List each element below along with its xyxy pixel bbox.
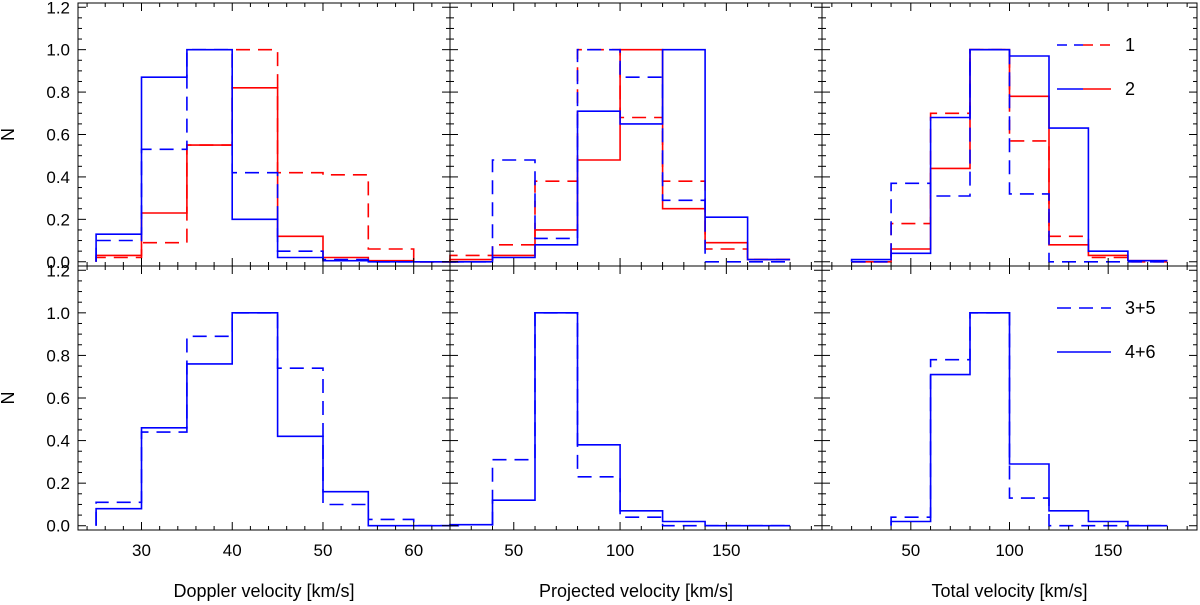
x-axis-title: Doppler velocity [km/s] — [173, 581, 354, 601]
x-tick-label: 150 — [1094, 541, 1122, 560]
panel-6: 50 100 150 Total velocity [km/s] 3+5 4+6 — [821, 265, 1198, 601]
x-tick-label: 50 — [314, 541, 333, 560]
legend-entry: 4+6 — [1057, 342, 1156, 362]
panel-frame — [77, 265, 451, 531]
panel-5: 50 100 150 Projected velocity [km/s] — [449, 265, 823, 601]
y-axis-title: N — [0, 392, 18, 405]
y-tick-label: 0.0 — [46, 517, 70, 536]
y-tick-label: 0.8 — [46, 346, 70, 365]
x-tick-label: 100 — [995, 541, 1023, 560]
x-tick-label: 30 — [132, 541, 151, 560]
x-axis-title: Projected velocity [km/s] — [539, 581, 733, 601]
series-blue-dashed-3plus5 — [491, 312, 791, 527]
legend-label: 2 — [1125, 79, 1135, 99]
y-tick-label: 1.2 — [46, 261, 70, 280]
x-tick-label: 150 — [712, 541, 740, 560]
y-tick-label: 0.0 — [46, 253, 70, 272]
panel-frame — [77, 2, 451, 267]
panel-frame — [449, 265, 823, 531]
x-tick-label: 60 — [404, 541, 423, 560]
x-axis-title: Total velocity [km/s] — [931, 581, 1087, 601]
x-tick-label: 40 — [223, 541, 242, 560]
series-blue-solid-2 — [850, 48, 1168, 262]
series-blue-solid-4plus6 — [95, 312, 460, 527]
series-red-dashed-1 — [851, 48, 1168, 263]
y-tick-label: 0.6 — [46, 126, 70, 145]
x-tick-label: 50 — [901, 541, 920, 560]
x-tick-label: 50 — [504, 541, 523, 560]
series-blue-solid-4plus6 — [449, 312, 791, 527]
y-tick-label: 0.4 — [46, 168, 70, 187]
y-tick-label: 0.8 — [46, 83, 70, 102]
y-tick-label: 1.2 — [46, 0, 70, 17]
y-axis-title: N — [0, 128, 18, 141]
x-tick-label: 100 — [606, 541, 634, 560]
series-blue-dashed-1 — [851, 48, 1168, 263]
y-tick-label: 0.6 — [46, 389, 70, 408]
panel-frame — [449, 2, 823, 267]
y-tick-label: 1.0 — [46, 304, 70, 323]
legend-label: 4+6 — [1125, 342, 1156, 362]
series-blue-solid-4plus6 — [890, 312, 1168, 527]
panel-1: 0.0 0.2 0.4 0.6 0.8 1.0 1.2 N — [0, 0, 460, 272]
series-blue-dashed-1 — [450, 48, 791, 263]
series-blue-solid-2 — [450, 48, 791, 263]
panel-3: 12 — [821, 2, 1198, 267]
panel-2 — [449, 2, 823, 267]
series-blue-solid-2 — [95, 48, 460, 263]
legend-label: 1 — [1125, 35, 1135, 55]
legend-entry: 2 — [1057, 79, 1135, 99]
legend-entry: 3+5 — [1057, 298, 1156, 318]
y-tick-label: 0.2 — [46, 210, 70, 229]
legend-label: 3+5 — [1125, 298, 1156, 318]
y-tick-label: 0.4 — [46, 432, 70, 451]
y-tick-label: 1.0 — [46, 41, 70, 60]
panel-frame — [821, 2, 1198, 267]
y-tick-label: 0.2 — [46, 474, 70, 493]
series-red-solid-2 — [449, 48, 791, 262]
panel-4: 0.0 0.2 0.4 0.6 0.8 1.0 1.2 30 40 50 60 Doppler vel… — [0, 261, 460, 601]
legend-entry: 1 — [1057, 35, 1135, 55]
